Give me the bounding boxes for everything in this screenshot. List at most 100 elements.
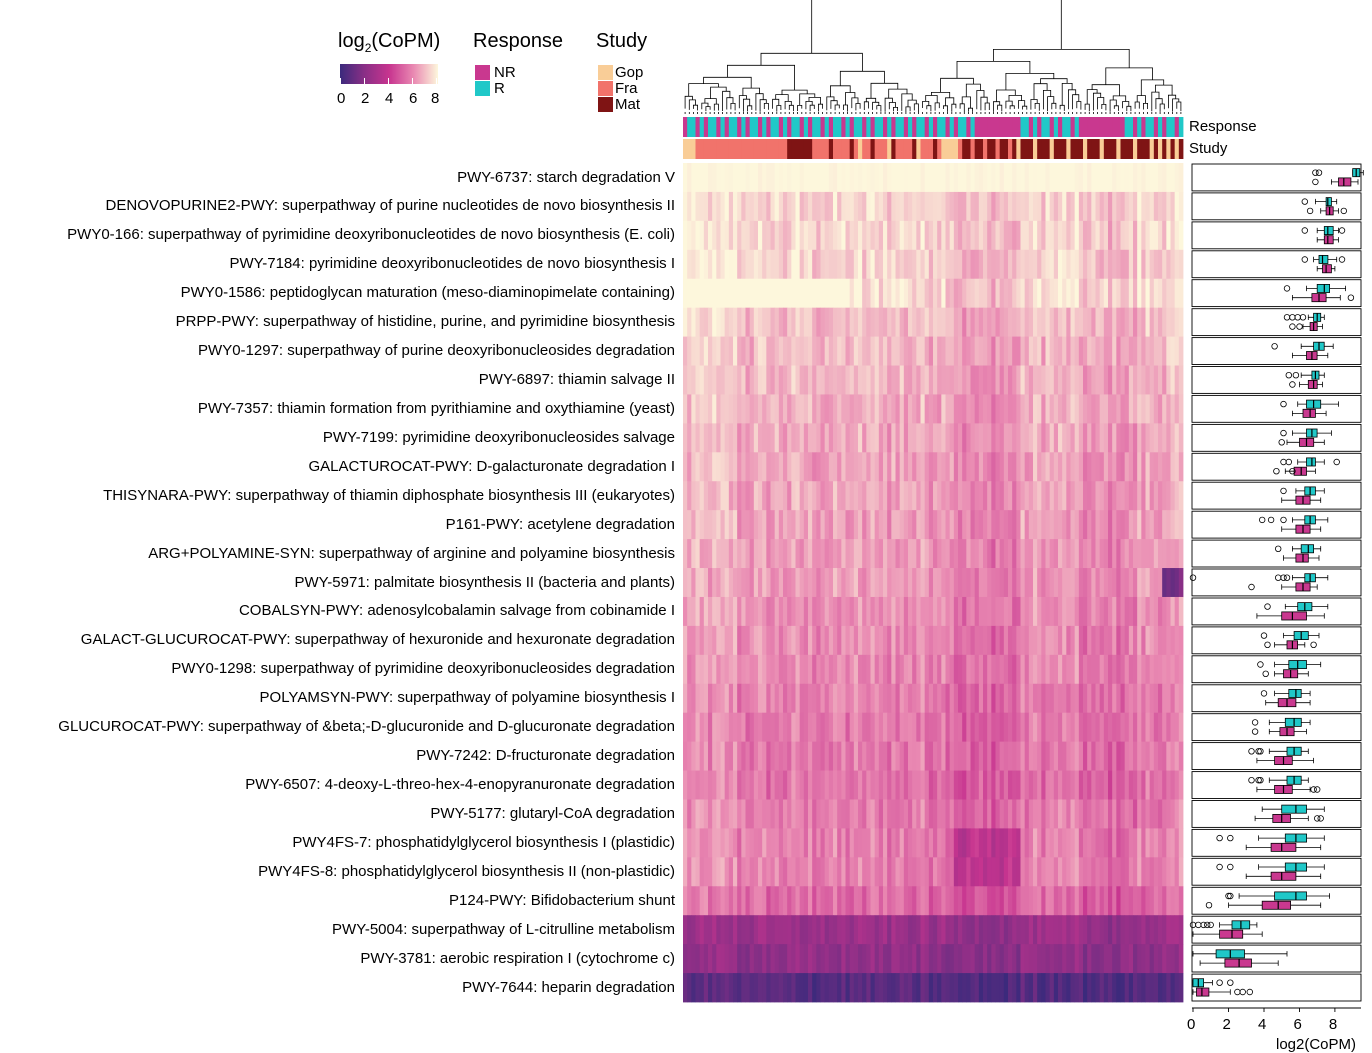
heatmap-cell	[808, 915, 813, 945]
heatmap-cell	[720, 568, 726, 598]
heatmap-cell	[1024, 654, 1030, 685]
heatmap-cell	[1049, 481, 1055, 511]
heatmap-cell	[874, 973, 880, 1003]
heatmap-cell	[1116, 278, 1121, 309]
heatmap-cell	[999, 163, 1005, 193]
heatmap-cell	[716, 683, 721, 714]
heatmap-cell	[1078, 539, 1084, 569]
heatmap-cell	[912, 770, 917, 800]
dendrogram-branch	[788, 104, 794, 112]
heatmap-cell	[1116, 625, 1121, 656]
heatmap-cell	[795, 336, 801, 366]
response-annotation-cell	[928, 117, 934, 137]
heatmap-cell	[691, 770, 696, 800]
heatmap-cell	[824, 886, 830, 916]
heatmap-cell	[795, 712, 801, 743]
heatmap-cell	[991, 307, 996, 337]
heatmap-cell	[1170, 770, 1176, 800]
response-annotation-cell	[1166, 117, 1171, 137]
heatmap-cell	[812, 683, 817, 714]
heatmap-cell	[787, 278, 792, 309]
heatmap-cell	[853, 828, 859, 858]
heatmap-cell	[1166, 307, 1171, 337]
heatmap-cell	[945, 799, 951, 829]
heatmap-cell	[1049, 365, 1055, 395]
heatmap-cell	[703, 625, 709, 656]
heatmap-cell	[933, 423, 938, 453]
study-annotation-cell	[1116, 139, 1121, 159]
heatmap-cell	[720, 510, 726, 540]
heatmap-cell	[1037, 510, 1042, 540]
heatmap-cell	[920, 481, 926, 511]
heatmap-cell	[908, 365, 913, 395]
heatmap-cell	[1045, 278, 1051, 309]
heatmap-cell	[891, 654, 896, 685]
heatmap-cell	[799, 423, 805, 453]
heatmap-cell	[1158, 799, 1163, 829]
heatmap-cell	[837, 191, 842, 222]
heatmap-cell	[803, 828, 809, 858]
heatmap-cell	[966, 799, 971, 829]
heatmap-cell	[858, 365, 863, 395]
heatmap-cell	[1149, 481, 1155, 511]
study-annotation-cell	[891, 139, 896, 159]
heatmap-cell	[1095, 712, 1101, 743]
heatmap-cell	[841, 423, 846, 453]
boxplot-x-axis-title: log2(CoPM)	[1276, 1036, 1357, 1053]
heatmap-cell	[1053, 596, 1059, 627]
boxplot-box-r	[1274, 891, 1307, 901]
heatmap-cell	[699, 683, 705, 714]
heatmap-cell	[770, 220, 776, 251]
heatmap-cell	[745, 683, 751, 714]
heatmap-cell	[728, 857, 734, 887]
heatmap-cell	[1166, 712, 1171, 743]
heatmap-cell	[966, 539, 971, 569]
heatmap-cell	[920, 625, 926, 656]
heatmap-cell	[1091, 220, 1096, 251]
heatmap-cell	[1095, 568, 1101, 598]
heatmap-cell	[953, 915, 959, 945]
heatmap-cell	[953, 307, 959, 337]
heatmap-cell	[937, 625, 942, 656]
study-annotation-cell	[945, 139, 951, 159]
heatmap-cell	[920, 741, 926, 771]
heatmap-cell	[1095, 307, 1101, 337]
study-annotation-cell	[1124, 139, 1130, 159]
heatmap-cell	[774, 799, 780, 829]
dendrogram-branch	[1033, 83, 1048, 100]
heatmap-cell	[1083, 799, 1088, 829]
heatmap-cell	[862, 886, 867, 916]
heatmap-cell	[737, 481, 742, 511]
response-annotation-cell	[1133, 117, 1138, 137]
row-label: PWY4FS-7: phosphatidylglycerol biosynthe…	[292, 833, 675, 851]
heatmap-cell	[966, 944, 971, 974]
heatmap-cell	[803, 278, 809, 309]
heatmap-cell	[770, 452, 776, 482]
heatmap-cell	[1012, 712, 1017, 743]
heatmap-cell	[770, 625, 776, 656]
heatmap-cell	[916, 539, 921, 569]
heatmap-cell	[837, 683, 842, 714]
heatmap-cell	[1099, 394, 1105, 424]
heatmap-cell	[1066, 799, 1071, 829]
heatmap-cell	[1008, 365, 1013, 395]
study-annotation-cell	[695, 139, 701, 159]
heatmap-cell	[866, 568, 871, 598]
heatmap-cell	[1070, 568, 1076, 598]
heatmap-cell	[999, 770, 1005, 800]
dendrogram-branch	[1009, 105, 1015, 110]
heatmap-cell	[1066, 163, 1071, 193]
color-legend-title: log2(CoPM)	[338, 30, 441, 55]
heatmap-cell	[887, 481, 892, 511]
heatmap-cell	[912, 596, 917, 627]
heatmap-cell	[983, 654, 988, 685]
heatmap-cell	[691, 452, 696, 482]
heatmap-cell	[1158, 220, 1163, 251]
heatmap-cell	[803, 886, 809, 916]
heatmap-cell	[1083, 915, 1088, 945]
heatmap-cell	[766, 336, 771, 366]
heatmap-cell	[1137, 712, 1142, 743]
heatmap-cell	[953, 625, 959, 656]
heatmap-cell	[1083, 423, 1088, 453]
boxplot-outlier	[1317, 815, 1324, 822]
